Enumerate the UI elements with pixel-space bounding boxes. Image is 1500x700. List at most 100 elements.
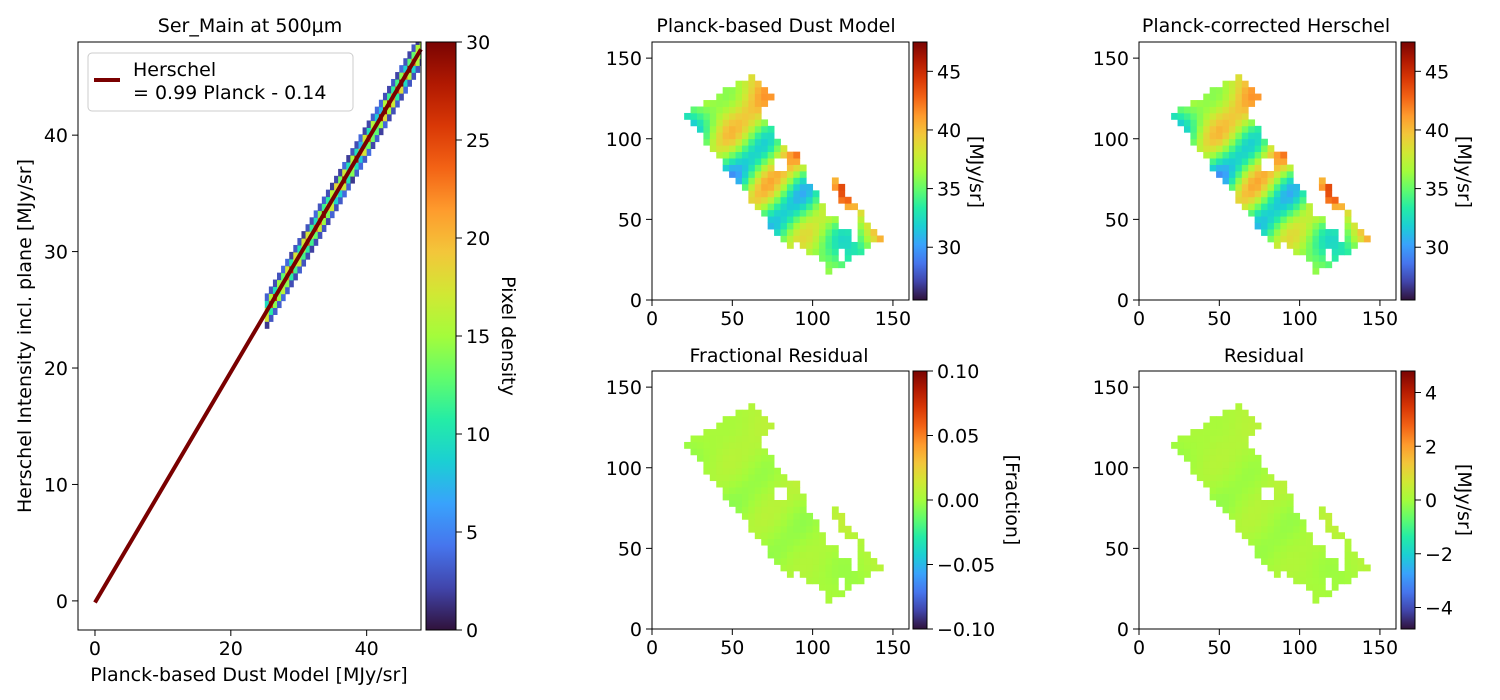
- y-tick-label: 0: [630, 619, 642, 641]
- density-cell: [325, 196, 331, 205]
- map-pixel: [735, 409, 743, 417]
- map-pixel: [1273, 158, 1281, 165]
- map-pixel: [1306, 558, 1313, 565]
- map-pixel: [799, 558, 807, 565]
- map-pixel: [1248, 171, 1256, 178]
- map-pixel: [767, 209, 775, 217]
- map-pixel: [1228, 106, 1236, 114]
- map-pixel: [786, 190, 794, 198]
- map-pixel: [690, 448, 698, 456]
- map-pixel: [1216, 158, 1223, 165]
- map-pixel: [1196, 467, 1204, 475]
- map-pixel: [1267, 183, 1275, 191]
- map-pixel: [1241, 203, 1249, 211]
- map-pixel: [1338, 570, 1345, 578]
- map-frame: [1138, 41, 1397, 301]
- map-pixel: [703, 435, 711, 443]
- map-pixel: [857, 545, 865, 552]
- map-pixel: [786, 500, 794, 507]
- map-pixel: [754, 125, 762, 133]
- map-pixel: [1216, 467, 1223, 475]
- map-pixel: [1209, 461, 1217, 469]
- density-cell: [277, 293, 282, 302]
- map-pixel: [799, 538, 807, 546]
- map-pixel: [1222, 448, 1230, 456]
- map-pixel: [1286, 164, 1294, 172]
- colorbar-tick-label: 20: [466, 228, 490, 250]
- map-pixel: [1261, 171, 1268, 178]
- map-pixel: [754, 525, 762, 533]
- map-pixel: [799, 216, 807, 223]
- map-pixel: [709, 100, 717, 107]
- map-pixel: [1306, 564, 1313, 572]
- map-pixel: [767, 525, 775, 533]
- map-pixel: [1241, 454, 1249, 462]
- map-pixel: [1299, 248, 1307, 256]
- map-pixel: [754, 480, 762, 488]
- map-pixel: [741, 106, 749, 114]
- map-pixel: [1254, 551, 1262, 559]
- map-pixel: [1273, 235, 1281, 243]
- map-pixel: [1312, 570, 1320, 578]
- map-pixel: [799, 512, 807, 520]
- map-pixel: [1254, 171, 1262, 178]
- map-pixel: [1318, 248, 1326, 256]
- map-pixel: [761, 100, 769, 107]
- map-pixel: [1273, 493, 1281, 501]
- map-pixel: [741, 87, 749, 94]
- map-pixel: [799, 506, 807, 514]
- map-pixel: [1228, 454, 1236, 462]
- map-pixel: [1254, 461, 1262, 469]
- map-pixel: [1293, 235, 1301, 243]
- map-pixel: [748, 435, 756, 443]
- colorbar-tick-label: 35: [1425, 179, 1449, 201]
- density-cell: [378, 127, 384, 136]
- map-pixel: [741, 80, 749, 88]
- map-pixel: [1286, 519, 1294, 527]
- density-cell: [419, 51, 421, 60]
- map-pixel: [722, 119, 730, 127]
- map-pixel: [1209, 93, 1217, 101]
- map-pixel: [819, 545, 826, 552]
- map-pixel: [1273, 570, 1281, 578]
- map-pixel: [1235, 80, 1243, 88]
- map-pixel: [703, 448, 711, 456]
- map-pixel: [1241, 461, 1249, 469]
- map-pixel: [1280, 190, 1288, 198]
- density-cell: [419, 44, 421, 53]
- density-cell: [370, 141, 376, 149]
- map-pixel: [754, 467, 762, 475]
- map-pixel: [1306, 254, 1313, 262]
- map-pixel: [1228, 138, 1236, 146]
- map-pixel: [793, 532, 801, 540]
- map-pixel: [1177, 448, 1185, 456]
- map-pixel: [1203, 112, 1211, 120]
- map-pixel: [812, 248, 820, 256]
- map-pixel: [1306, 538, 1313, 546]
- map-pixel: [722, 145, 730, 153]
- panel-title: Residual: [1224, 345, 1304, 367]
- map-pixel: [1286, 177, 1294, 185]
- map-pixel: [754, 138, 762, 146]
- map-pixel: [831, 577, 839, 585]
- map-pixel: [729, 480, 736, 488]
- map-pixel: [1299, 545, 1307, 552]
- map-pixel: [1306, 570, 1313, 578]
- map-pixel: [754, 441, 762, 449]
- map-pixel: [761, 448, 769, 456]
- map-pixel: [812, 241, 820, 249]
- colorbar-tick-label: −2: [1425, 544, 1453, 566]
- map-pixel: [1261, 525, 1268, 533]
- map-pixel: [1190, 106, 1198, 114]
- map-pixel: [806, 570, 814, 578]
- map-pixel: [780, 506, 788, 514]
- map-pixel: [1306, 241, 1313, 249]
- map-pixel: [722, 435, 730, 443]
- map-pixel: [761, 151, 769, 159]
- map-pixel: [716, 112, 724, 120]
- map-pixel: [1273, 177, 1281, 185]
- map-pixel: [1248, 500, 1256, 507]
- map-pixel: [1196, 448, 1204, 456]
- map-pixel: [1241, 429, 1249, 436]
